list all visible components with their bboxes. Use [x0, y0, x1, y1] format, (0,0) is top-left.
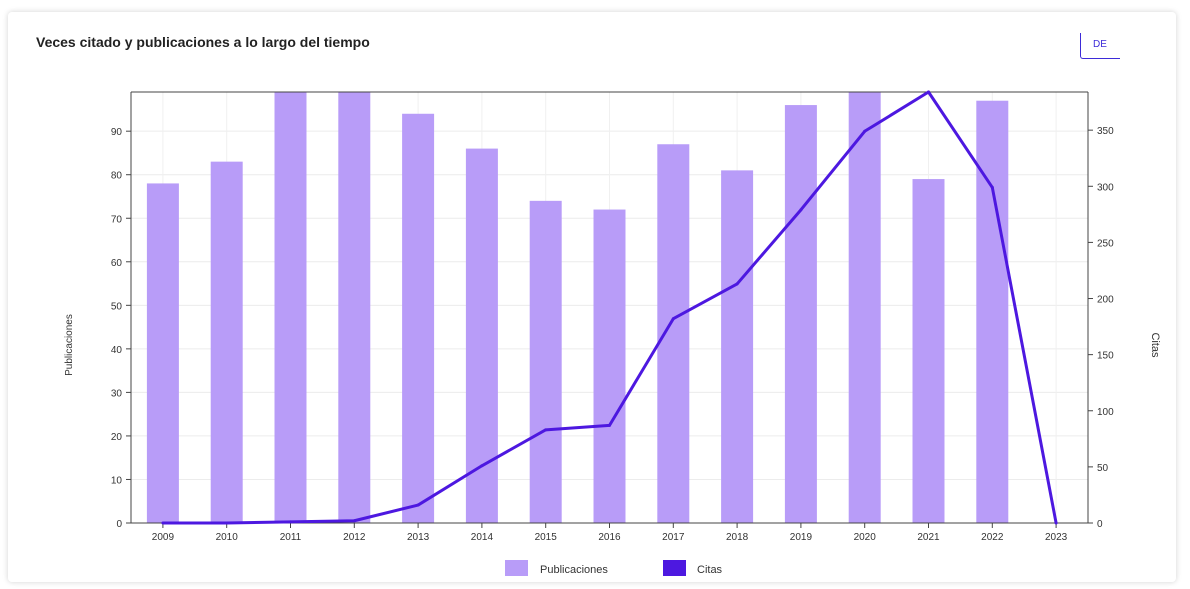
bar-publicaciones-2013	[402, 113, 435, 524]
legend: Publicaciones Citas	[505, 560, 723, 576]
bar-publicaciones-2009	[146, 183, 179, 523]
bar-publicaciones-2022	[976, 100, 1009, 524]
y-tick-label: 20	[111, 432, 123, 443]
bar-publicaciones-2010	[210, 161, 243, 524]
citas-line	[161, 90, 1058, 525]
point-citas-2023	[1054, 521, 1058, 525]
chart-title: Veces citado y publicaciones a lo largo …	[36, 34, 370, 50]
bar-publicaciones-2019	[784, 105, 817, 523]
bar-publicaciones-2012	[338, 92, 371, 523]
x-tick-label: 2011	[280, 532, 302, 543]
x-tick-label: 2009	[152, 532, 175, 543]
x-tick-label: 2022	[981, 532, 1004, 543]
point-citas-2012	[352, 519, 356, 523]
y-tick-label: 0	[116, 519, 122, 530]
point-citas-2009	[161, 521, 165, 525]
x-tick-label: 2020	[854, 532, 877, 543]
point-citas-2013	[416, 503, 420, 507]
y-tick-label: 90	[111, 127, 123, 138]
x-tick-label: 2017	[662, 532, 685, 543]
y-tick-label: 40	[111, 345, 123, 356]
axes: 0 10 20 30 40 50 60 70 80 90 0 50 100 150 200 250 300 350…	[111, 91, 1114, 543]
x-tick-label: 2018	[726, 532, 749, 543]
y2-tick-label: 0	[1097, 519, 1103, 530]
bar-publicaciones-2016	[593, 209, 626, 523]
x-tick-label: 2014	[471, 532, 494, 543]
y-tick-label: 70	[111, 214, 123, 225]
y2-tick-label: 350	[1097, 126, 1114, 137]
point-citas-2021	[927, 90, 930, 94]
point-citas-2015	[544, 428, 548, 432]
point-citas-2018	[735, 282, 739, 286]
y-tick-label: 50	[111, 301, 123, 312]
y2-tick-label: 150	[1097, 351, 1114, 362]
bar-publicaciones-2017	[657, 144, 690, 523]
point-citas-2016	[608, 423, 611, 427]
x-tick-label: 2016	[598, 532, 621, 543]
y2-tick-label: 50	[1097, 463, 1109, 474]
y2-tick-label: 300	[1097, 182, 1114, 193]
point-citas-2017	[671, 317, 675, 321]
bar-publicaciones-2020	[848, 92, 881, 523]
y-tick-label: 60	[111, 258, 123, 269]
point-citas-2011	[289, 520, 292, 524]
point-citas-2022	[990, 185, 994, 189]
legend-label-publicaciones[interactable]: Publicaciones	[540, 564, 608, 576]
y-axis-label: Publicaciones	[64, 314, 75, 376]
y2-tick-label: 250	[1097, 238, 1114, 249]
download-button[interactable]: DE	[1080, 33, 1120, 59]
legend-swatch-citas[interactable]	[663, 560, 686, 576]
bar-publicaciones-2021	[912, 179, 945, 523]
x-tick-label: 2023	[1045, 532, 1068, 543]
bar-publicaciones-2018	[721, 170, 754, 523]
legend-label-citas[interactable]: Citas	[697, 564, 723, 576]
legend-swatch-publicaciones[interactable]	[505, 560, 528, 576]
y2-tick-label: 200	[1097, 295, 1114, 306]
x-tick-label: 2021	[917, 532, 940, 543]
y-tick-label: 80	[111, 171, 123, 182]
x-tick-label: 2015	[535, 532, 558, 543]
publicaciones-bars	[146, 92, 1009, 524]
x-tick-label: 2019	[790, 532, 813, 543]
bar-publicaciones-2011	[274, 92, 307, 523]
x-tick-label: 2013	[407, 532, 430, 543]
y2-axis-label: Citas	[1149, 332, 1161, 358]
point-citas-2014	[480, 464, 484, 468]
point-citas-2020	[863, 129, 867, 133]
point-citas-2019	[799, 208, 803, 212]
x-tick-label: 2010	[216, 532, 239, 543]
y2-tick-label: 100	[1097, 407, 1114, 418]
bar-publicaciones-2015	[529, 200, 562, 523]
x-tick-label: 2012	[343, 532, 366, 543]
point-citas-2010	[225, 521, 229, 525]
y-tick-label: 30	[111, 388, 123, 399]
y-tick-label: 10	[111, 475, 123, 486]
